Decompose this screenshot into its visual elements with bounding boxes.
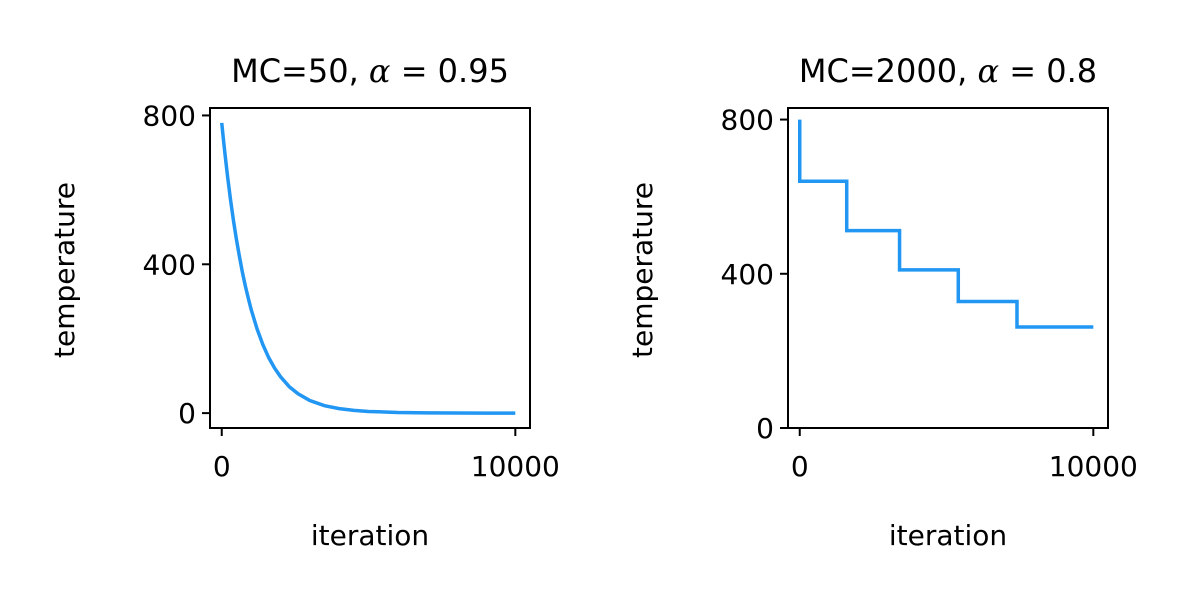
- panel-2-ticks: 0 10000 0 400 800: [721, 104, 1138, 483]
- panel-1-xtick-label: 0: [213, 450, 231, 483]
- panel-1-ytick-label: 800: [143, 99, 196, 132]
- panel-2-xtick-label: 0: [791, 450, 809, 483]
- panel-1-ticks: 0 10000 0 400 800: [143, 99, 560, 483]
- panel-1-xtick-label: 10000: [471, 450, 560, 483]
- panel-2-xtick-label: 10000: [1049, 450, 1138, 483]
- panel-2-ytick-label: 0: [756, 412, 774, 445]
- panel-1: MC=50, α = 0.95 iteration temperature 0 1…: [48, 52, 560, 552]
- panel-2-ylabel: temperature: [626, 182, 659, 358]
- panel-2-series-line: [797, 119, 1094, 329]
- panel-2-title: MC=2000, α = 0.8: [799, 52, 1097, 90]
- panel-2-ytick-label: 400: [721, 258, 774, 291]
- panel-2-xlabel: iteration: [889, 519, 1007, 552]
- panel-1-ytick-label: 0: [178, 397, 196, 430]
- panel-1-ytick-label: 400: [143, 248, 196, 281]
- panel-2-plot-frame: [787, 107, 1109, 429]
- panel-1-xlabel: iteration: [311, 519, 429, 552]
- panel-1-series-line: [219, 122, 516, 415]
- panel-1-title: MC=50, α = 0.95: [231, 52, 509, 90]
- panel-2-ytick-label: 800: [721, 104, 774, 137]
- panel-1-plot-frame: [209, 107, 531, 429]
- panel-1-ylabel: temperature: [48, 182, 81, 358]
- panel-2: MC=2000, α = 0.8 iteration temperature 0…: [626, 52, 1138, 552]
